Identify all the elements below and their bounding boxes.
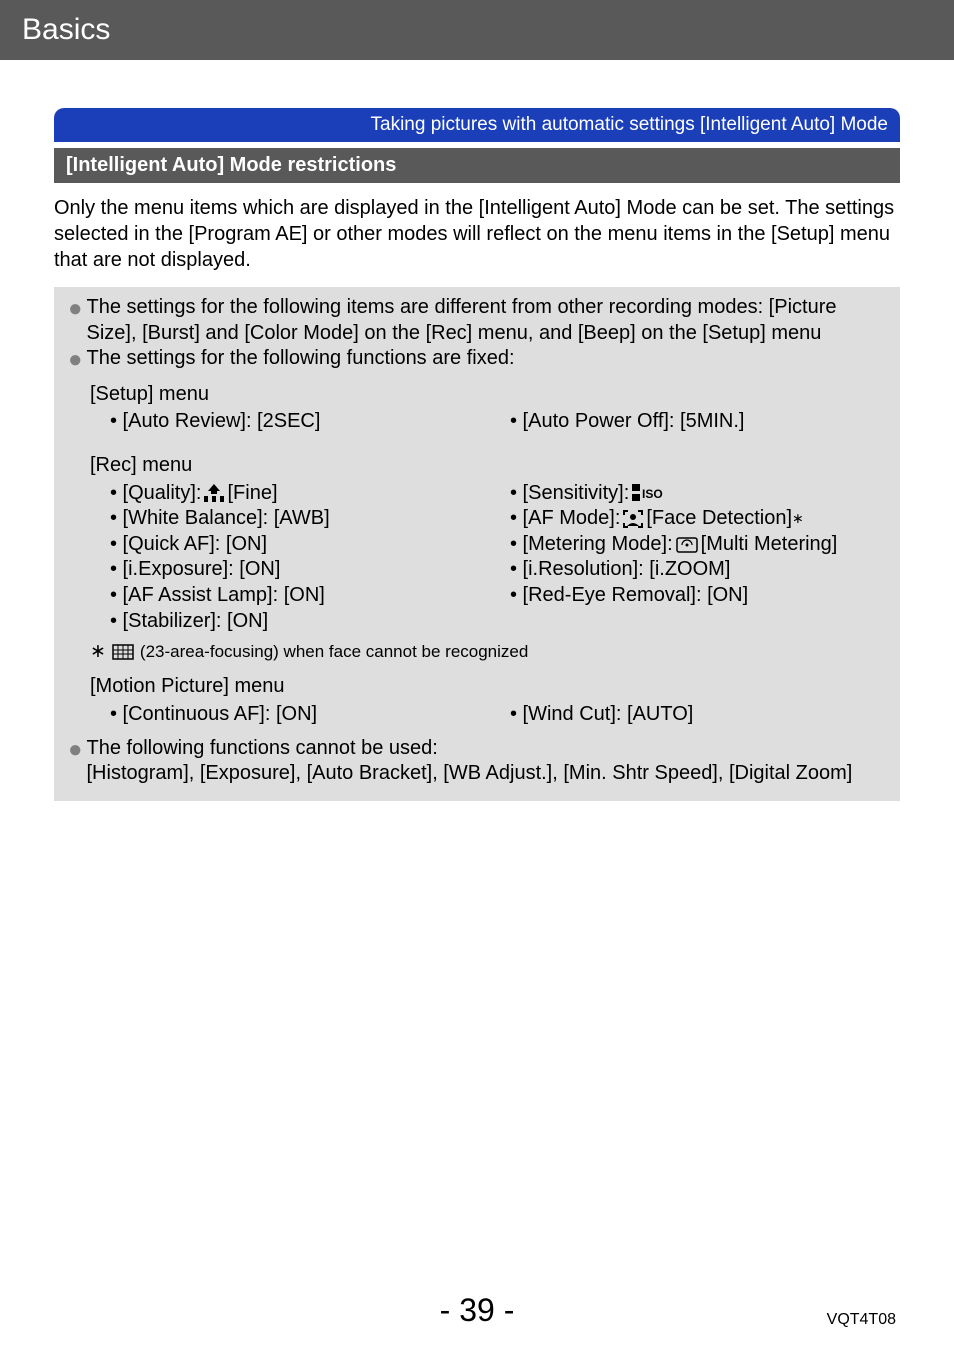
setup-menu-row: • [Auto Review]: [2SEC] • [Auto Power Of… [68, 409, 886, 435]
motion-menu-label: [Motion Picture] menu [68, 674, 886, 700]
rec-menu-label: [Rec] menu [68, 453, 886, 479]
rec-left-col: • [Quality]: [Fine] • [White Balance]: [… [110, 481, 510, 635]
rec-afmode-ast: ∗ [792, 510, 804, 528]
box-p3b: [Histogram], [Exposure], [Auto Bracket],… [87, 762, 853, 784]
box-p1-text: The settings for the following items are… [87, 295, 887, 346]
page-number: - 39 - [440, 1292, 515, 1328]
rec-quickaf: • [Quick AF]: [ON] [110, 532, 510, 558]
rec-afmode-pre: • [AF Mode]: [510, 506, 620, 532]
rec-afmode: • [AF Mode]: [Face Detection]∗ [510, 506, 886, 532]
doc-code: VQT4T08 [827, 1311, 896, 1329]
rec-aflamp: • [AF Assist Lamp]: [ON] [110, 583, 510, 609]
intro-paragraph: Only the menu items which are displayed … [54, 195, 900, 273]
bullet-dot-icon: ● [68, 738, 83, 762]
box-paragraph-2: ● The settings for the following functio… [68, 346, 886, 372]
box-paragraph-1: ● The settings for the following items a… [68, 295, 886, 346]
bullet-dot-icon: ● [68, 348, 83, 372]
box-p3a: The following functions cannot be used: [87, 737, 438, 759]
rec-ires: • [i.Resolution]: [i.ZOOM] [510, 557, 886, 583]
motion-left: • [Continuous AF]: [ON] [110, 702, 510, 728]
footnote-text: (23-area-focusing) when face cannot be r… [140, 641, 528, 663]
page-content: Taking pictures with automatic settings … [0, 60, 954, 801]
rec-wb: • [White Balance]: [AWB] [110, 506, 510, 532]
fine-icon [204, 484, 224, 502]
iso-icon: ISO [632, 484, 668, 502]
rec-sens-pre: • [Sensitivity]: [510, 481, 629, 507]
rec-right-col: • [Sensitivity]: ISO • [AF Mode]: [Fac [510, 481, 886, 635]
multi-metering-icon [676, 537, 698, 553]
rec-metering-pre: • [Metering Mode]: [510, 532, 673, 558]
header-bar: Basics [0, 0, 954, 60]
rec-redeye: • [Red-Eye Removal]: [ON] [510, 583, 886, 609]
breadcrumb: Taking pictures with automatic settings … [54, 108, 900, 142]
rec-menu-cols: • [Quality]: [Fine] • [White Balance]: [… [68, 481, 886, 635]
box-p3-wrap: The following functions cannot be used: … [87, 736, 887, 787]
rec-metering-post: [Multi Metering] [701, 532, 838, 558]
footer: - 39 - VQT4T08 [0, 1292, 954, 1329]
setup-menu-label: [Setup] menu [68, 382, 886, 408]
info-box: ● The settings for the following items a… [54, 287, 900, 801]
rec-quality: • [Quality]: [Fine] [110, 481, 510, 507]
footnote: ∗ (23-area-focusing) when face cannot be… [68, 640, 886, 664]
footnote-ast: ∗ [90, 640, 106, 664]
rec-afmode-post: [Face Detection] [646, 506, 792, 532]
rec-iexp: • [i.Exposure]: [ON] [110, 557, 510, 583]
box-p2-text: The settings for the following functions… [87, 346, 887, 372]
rec-quality-pre: • [Quality]: [110, 481, 201, 507]
rec-metering: • [Metering Mode]: [Multi Metering] [510, 532, 886, 558]
rec-stab: • [Stabilizer]: [ON] [110, 609, 510, 635]
motion-menu-row: • [Continuous AF]: [ON] • [Wind Cut]: [A… [68, 702, 886, 728]
rec-sensitivity: • [Sensitivity]: ISO [510, 481, 886, 507]
box-paragraph-3: ● The following functions cannot be used… [68, 736, 886, 787]
area-focus-icon [112, 644, 134, 660]
header-title: Basics [22, 13, 110, 47]
section-title: [Intelligent Auto] Mode restrictions [54, 148, 900, 183]
motion-right: • [Wind Cut]: [AUTO] [510, 702, 886, 728]
bullet-dot-icon: ● [68, 297, 83, 321]
setup-right: • [Auto Power Off]: [5MIN.] [510, 409, 886, 435]
rec-quality-post: [Fine] [227, 481, 277, 507]
svg-text:ISO: ISO [642, 487, 663, 501]
setup-left: • [Auto Review]: [2SEC] [110, 409, 510, 435]
face-detection-icon [623, 510, 643, 528]
